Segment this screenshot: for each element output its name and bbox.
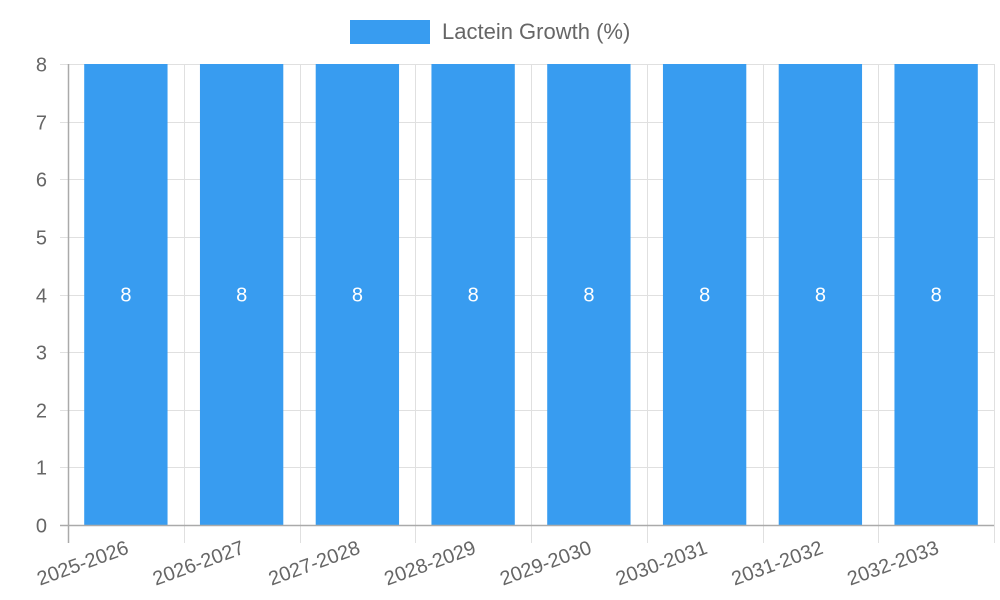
y-tick-label: 2 (36, 401, 47, 423)
y-tick-label: 1 (36, 458, 47, 480)
x-tick-label: 2032-2033 (844, 537, 941, 590)
bar[interactable] (547, 64, 631, 525)
bar-value-label: 8 (815, 285, 826, 307)
bar[interactable] (315, 64, 400, 525)
x-tick-label: 2027-2028 (266, 537, 363, 590)
bar[interactable] (84, 64, 168, 525)
y-tick-label: 4 (36, 286, 47, 308)
bar[interactable] (894, 64, 978, 525)
legend[interactable]: Lactein Growth (%) (350, 19, 630, 44)
x-tick-label: 2030-2031 (613, 537, 710, 590)
x-tick-label: 2026-2027 (150, 537, 247, 590)
bar[interactable] (431, 64, 515, 525)
bars: 8 8 8 8 8 8 8 8 (84, 64, 978, 525)
y-tick-label: 0 (36, 516, 47, 538)
x-tick-label: 2031-2032 (729, 537, 826, 590)
x-axis-ticks: 2025-2026 2026-2027 2027-2028 2028-2029 2029… (34, 537, 942, 590)
x-tick-label: 2025-2026 (34, 537, 131, 590)
legend-label: Lactein Growth (%) (442, 19, 630, 44)
y-tick-label: 6 (36, 170, 47, 192)
legend-swatch (350, 20, 430, 44)
bar-value-label: 8 (468, 285, 479, 307)
bar-value-label: 8 (699, 285, 710, 307)
x-tick-label: 2028-2029 (381, 537, 478, 590)
bar-value-label: 8 (931, 285, 942, 307)
bar-value-label: 8 (352, 285, 363, 307)
y-tick-label: 5 (36, 228, 47, 250)
y-tick-label: 3 (36, 343, 47, 365)
y-tick-label: 8 (36, 55, 47, 77)
y-tick-label: 7 (36, 113, 47, 135)
bar[interactable] (778, 64, 863, 525)
bar[interactable] (662, 64, 747, 525)
axes (60, 64, 994, 543)
bar-value-label: 8 (583, 285, 594, 307)
y-axis-ticks: 0 1 2 3 4 5 6 7 8 (36, 55, 47, 538)
x-tick-label: 2029-2030 (497, 537, 594, 590)
bar-value-label: 8 (120, 285, 131, 307)
bar-value-label: 8 (236, 285, 247, 307)
bar[interactable] (199, 64, 284, 525)
